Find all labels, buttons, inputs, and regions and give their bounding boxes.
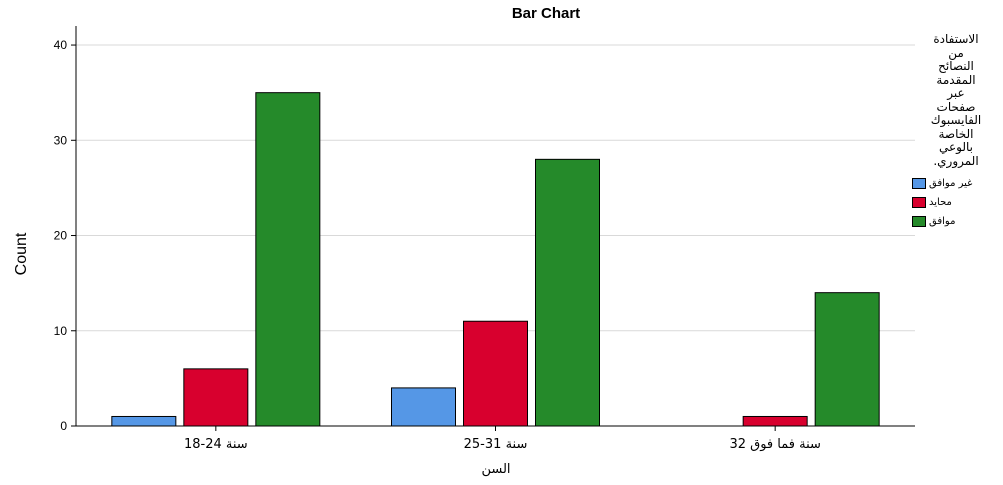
y-tick-label: 30 [54, 133, 68, 147]
legend-title-line: من [948, 45, 964, 60]
legend-title-line: الفايسبوك [930, 113, 982, 127]
bars [111, 92, 880, 427]
legend-title: الاستفادة من النصائح المقدمة عبر صفحات الفايسب… [912, 32, 1000, 168]
legend-item: موافق [912, 212, 1000, 231]
y-axis-ticks: 0 10 20 30 40 [54, 38, 76, 433]
bar [391, 387, 456, 427]
legend-label: موافق [929, 216, 956, 227]
bar [742, 415, 808, 427]
legend-items: غير موافق محايد موافق [912, 174, 1000, 231]
legend-title-line: الاستفادة [933, 32, 979, 46]
y-tick-label: 40 [54, 38, 68, 52]
legend-item: محايد [912, 193, 1000, 212]
y-axis-title: Count [13, 232, 30, 275]
bar [463, 320, 528, 427]
legend: الاستفادة من النصائح المقدمة عبر صفحات الفايسب… [912, 32, 1000, 231]
legend-swatch [912, 178, 926, 189]
legend-title-line: المقدمة [936, 72, 976, 87]
chart-title: Bar Chart [512, 5, 580, 22]
bar [814, 292, 880, 427]
bar [255, 92, 321, 427]
y-tick-label: 0 [60, 419, 67, 433]
legend-swatch [912, 216, 926, 227]
x-tick-label: 18-24 سنة [184, 437, 248, 452]
legend-title-line: النصائح [938, 59, 974, 73]
legend-title-line: عبر [947, 86, 965, 100]
bar [111, 415, 177, 427]
legend-title-line: بالوعي [938, 140, 973, 154]
legend-label: محايد [929, 197, 952, 208]
x-tick-label: 25-31 سنة [464, 437, 528, 452]
legend-item: غير موافق [912, 174, 1000, 193]
legend-title-line: الخاصة [938, 126, 974, 141]
legend-title-line: المروري. [933, 153, 979, 168]
gridlines [76, 44, 915, 332]
bar [183, 368, 249, 427]
x-axis-title: السن [481, 462, 510, 477]
legend-label: غير موافق [929, 178, 973, 189]
legend-title-line: صفحات [936, 99, 976, 114]
y-tick-label: 10 [54, 324, 68, 338]
x-axis-ticks: 18-24 سنة 25-31 سنة 32 سنة فما فوق [184, 426, 821, 452]
legend-swatch [912, 197, 926, 208]
x-tick-label: 32 سنة فما فوق [729, 437, 820, 452]
bar [535, 158, 600, 427]
y-tick-label: 20 [54, 229, 68, 243]
